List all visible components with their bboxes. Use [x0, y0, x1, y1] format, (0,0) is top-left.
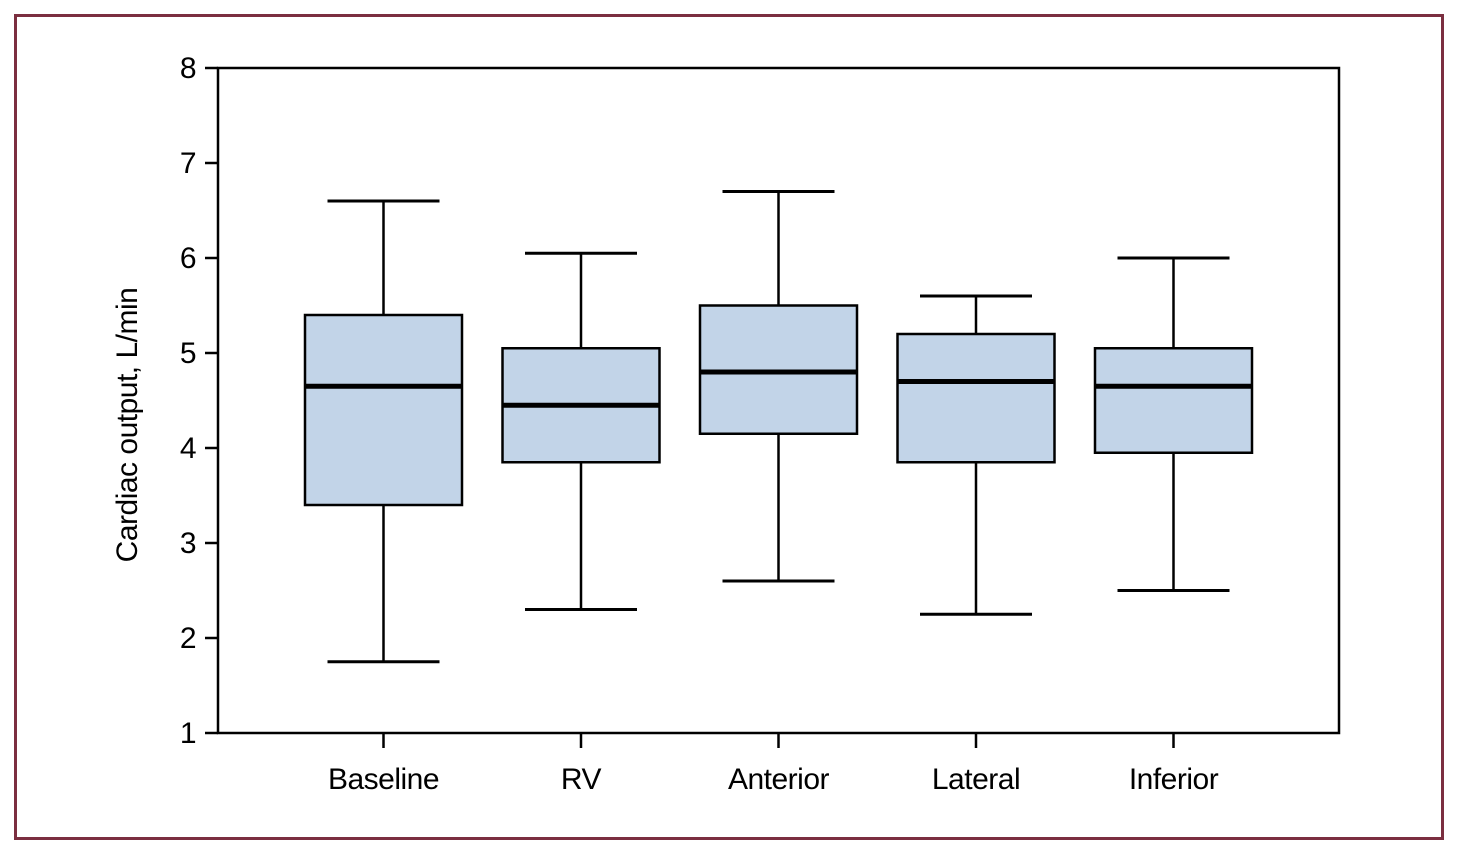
- x-axis-category-label: Baseline: [328, 763, 439, 796]
- y-axis-tick-label: 1: [180, 717, 196, 750]
- y-axis-tick-label: 2: [180, 622, 196, 655]
- x-axis-category-label: RV: [561, 763, 602, 796]
- y-axis-tick-label: 4: [180, 432, 196, 465]
- x-axis-category-label: Anterior: [728, 763, 830, 796]
- y-axis-title: Cardiac output, L/min: [111, 288, 144, 563]
- box-baseline: [303, 313, 464, 507]
- x-axis-category-label: Lateral: [932, 763, 1020, 796]
- y-axis-tick-label: 3: [180, 527, 196, 560]
- x-axis-category-label: Inferior: [1129, 763, 1219, 796]
- y-axis-tick-label: 5: [180, 337, 196, 370]
- box-lateral: [896, 332, 1056, 464]
- y-axis-tick-label: 6: [180, 242, 196, 275]
- y-axis-tick-label: 8: [180, 52, 196, 85]
- box-inferior: [1093, 347, 1254, 454]
- y-axis-tick-label: 7: [180, 147, 196, 180]
- plot-area: 1 2 3 4 5 6 7 8 Baseline RV Anterior Lateral Inferio…: [180, 52, 1341, 796]
